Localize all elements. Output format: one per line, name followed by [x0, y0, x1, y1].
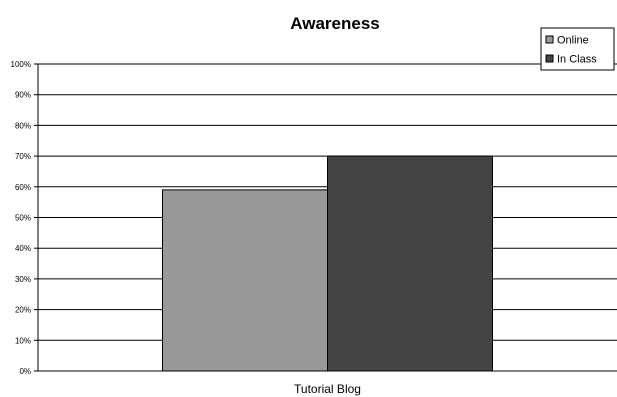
y-tick-label: 50%: [15, 214, 31, 223]
x-category-label: Tutorial Blog: [294, 382, 361, 396]
y-axis-ticks: 0% 10% 20% 30% 40% 50% 60% 70% 80% 90% 100%: [11, 60, 38, 376]
legend-label: Online: [557, 35, 589, 47]
y-tick-label: 70%: [15, 152, 31, 161]
y-tick-label: 0%: [19, 367, 31, 376]
bar-in-class: [327, 155, 493, 372]
bars: [162, 155, 493, 372]
legend-label: In Class: [557, 54, 597, 66]
bar-online: [162, 189, 328, 372]
y-tick-label: 20%: [15, 306, 31, 315]
y-tick-label: 100%: [11, 60, 31, 69]
y-tick-label: 10%: [15, 336, 31, 345]
legend-swatch: [545, 54, 554, 63]
y-tick-label: 90%: [15, 91, 31, 100]
legend: Online In Class: [540, 27, 615, 71]
x-axis-categories: Tutorial Blog: [294, 382, 361, 396]
y-tick-label: 80%: [15, 121, 31, 130]
legend-box: [540, 27, 615, 71]
y-tick-label: 60%: [15, 183, 31, 192]
legend-swatch: [545, 35, 554, 44]
y-tick-label: 40%: [15, 244, 31, 253]
y-tick-label: 30%: [15, 275, 31, 284]
chart-title: Awareness: [290, 14, 379, 33]
